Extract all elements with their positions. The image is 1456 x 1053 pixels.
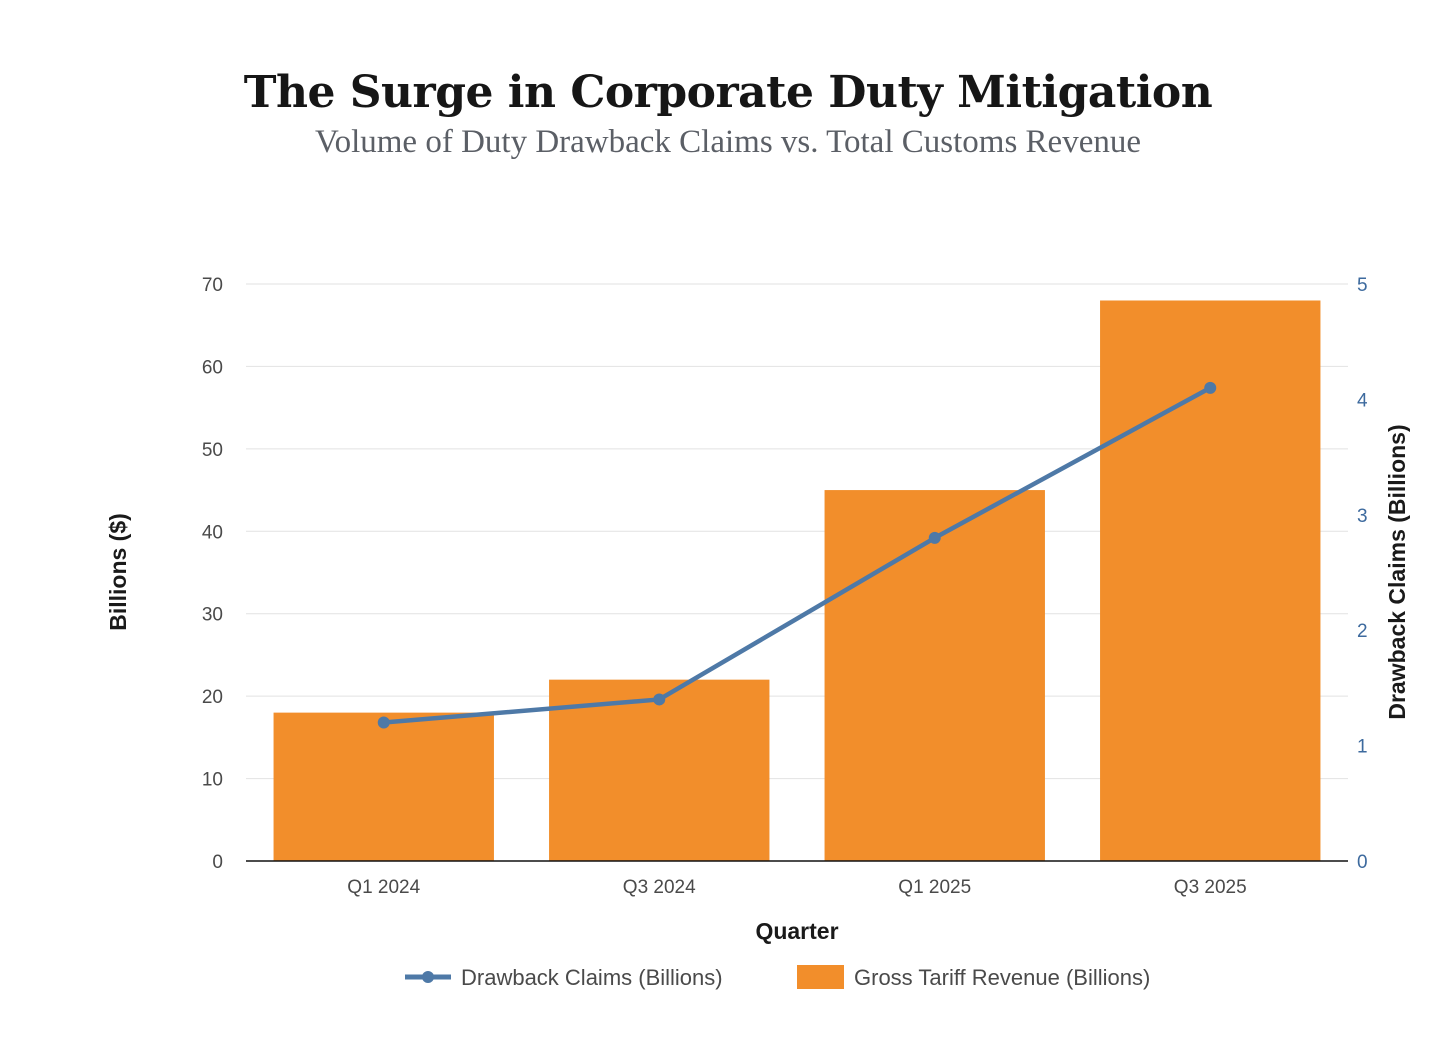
y-tick-label-right: 4	[1357, 390, 1368, 411]
bar	[549, 679, 770, 861]
y-axis-title-right: Drawback Claims (Billions)	[1384, 424, 1410, 719]
x-tick-label: Q1 2024	[347, 877, 420, 898]
y-tick-label-left: 30	[202, 605, 223, 626]
legend-label-revenue: Gross Tariff Revenue (Billions)	[854, 965, 1150, 990]
line-point	[653, 693, 666, 706]
legend: Drawback Claims (Billions) Gross Tariff …	[405, 965, 1150, 990]
chart-subtitle: Volume of Duty Drawback Claims vs. Total…	[315, 124, 1141, 160]
legend-label-drawback: Drawback Claims (Billions)	[461, 965, 723, 990]
line-point	[1204, 381, 1217, 394]
legend-bar-swatch	[797, 965, 844, 989]
tick-labels: 0 10 20 30 40 50 60 70 0 1 2 3 4 5 Q1 2024 Q3 2024 Q1 20…	[202, 275, 1368, 898]
bar	[1100, 300, 1321, 861]
y-tick-label-left: 10	[202, 770, 223, 791]
x-tick-label: Q3 2025	[1174, 877, 1247, 898]
chart-title: The Surge in Corporate Duty Mitigation	[244, 67, 1213, 118]
y-tick-label-right: 5	[1357, 275, 1368, 296]
bar	[824, 490, 1045, 861]
y-axis-title-left: Billions ($)	[105, 513, 131, 631]
line-point	[928, 531, 941, 544]
line-point	[377, 716, 390, 729]
y-tick-label-left: 20	[202, 687, 223, 708]
gridlines	[246, 283, 1348, 780]
y-tick-label-right: 1	[1357, 737, 1368, 758]
legend-item-revenue: Gross Tariff Revenue (Billions)	[797, 965, 1150, 990]
y-tick-label-left: 60	[202, 357, 223, 378]
legend-item-drawback: Drawback Claims (Billions)	[405, 965, 723, 990]
y-tick-label-left: 0	[212, 852, 223, 873]
y-tick-label-left: 50	[202, 440, 223, 461]
y-tick-label-right: 3	[1357, 506, 1368, 527]
y-tick-label-left: 70	[202, 275, 223, 296]
y-tick-label-right: 0	[1357, 852, 1368, 873]
y-tick-label-left: 40	[202, 522, 223, 543]
y-tick-label-right: 2	[1357, 621, 1368, 642]
x-axis-title: Quarter	[755, 918, 838, 944]
x-tick-label: Q3 2024	[623, 877, 696, 898]
line-path	[381, 385, 1213, 725]
x-tick-label: Q1 2025	[898, 877, 971, 898]
line-series	[377, 381, 1217, 729]
bar	[273, 712, 494, 861]
bar-series	[273, 300, 1321, 861]
legend-marker-swatch	[422, 971, 434, 983]
